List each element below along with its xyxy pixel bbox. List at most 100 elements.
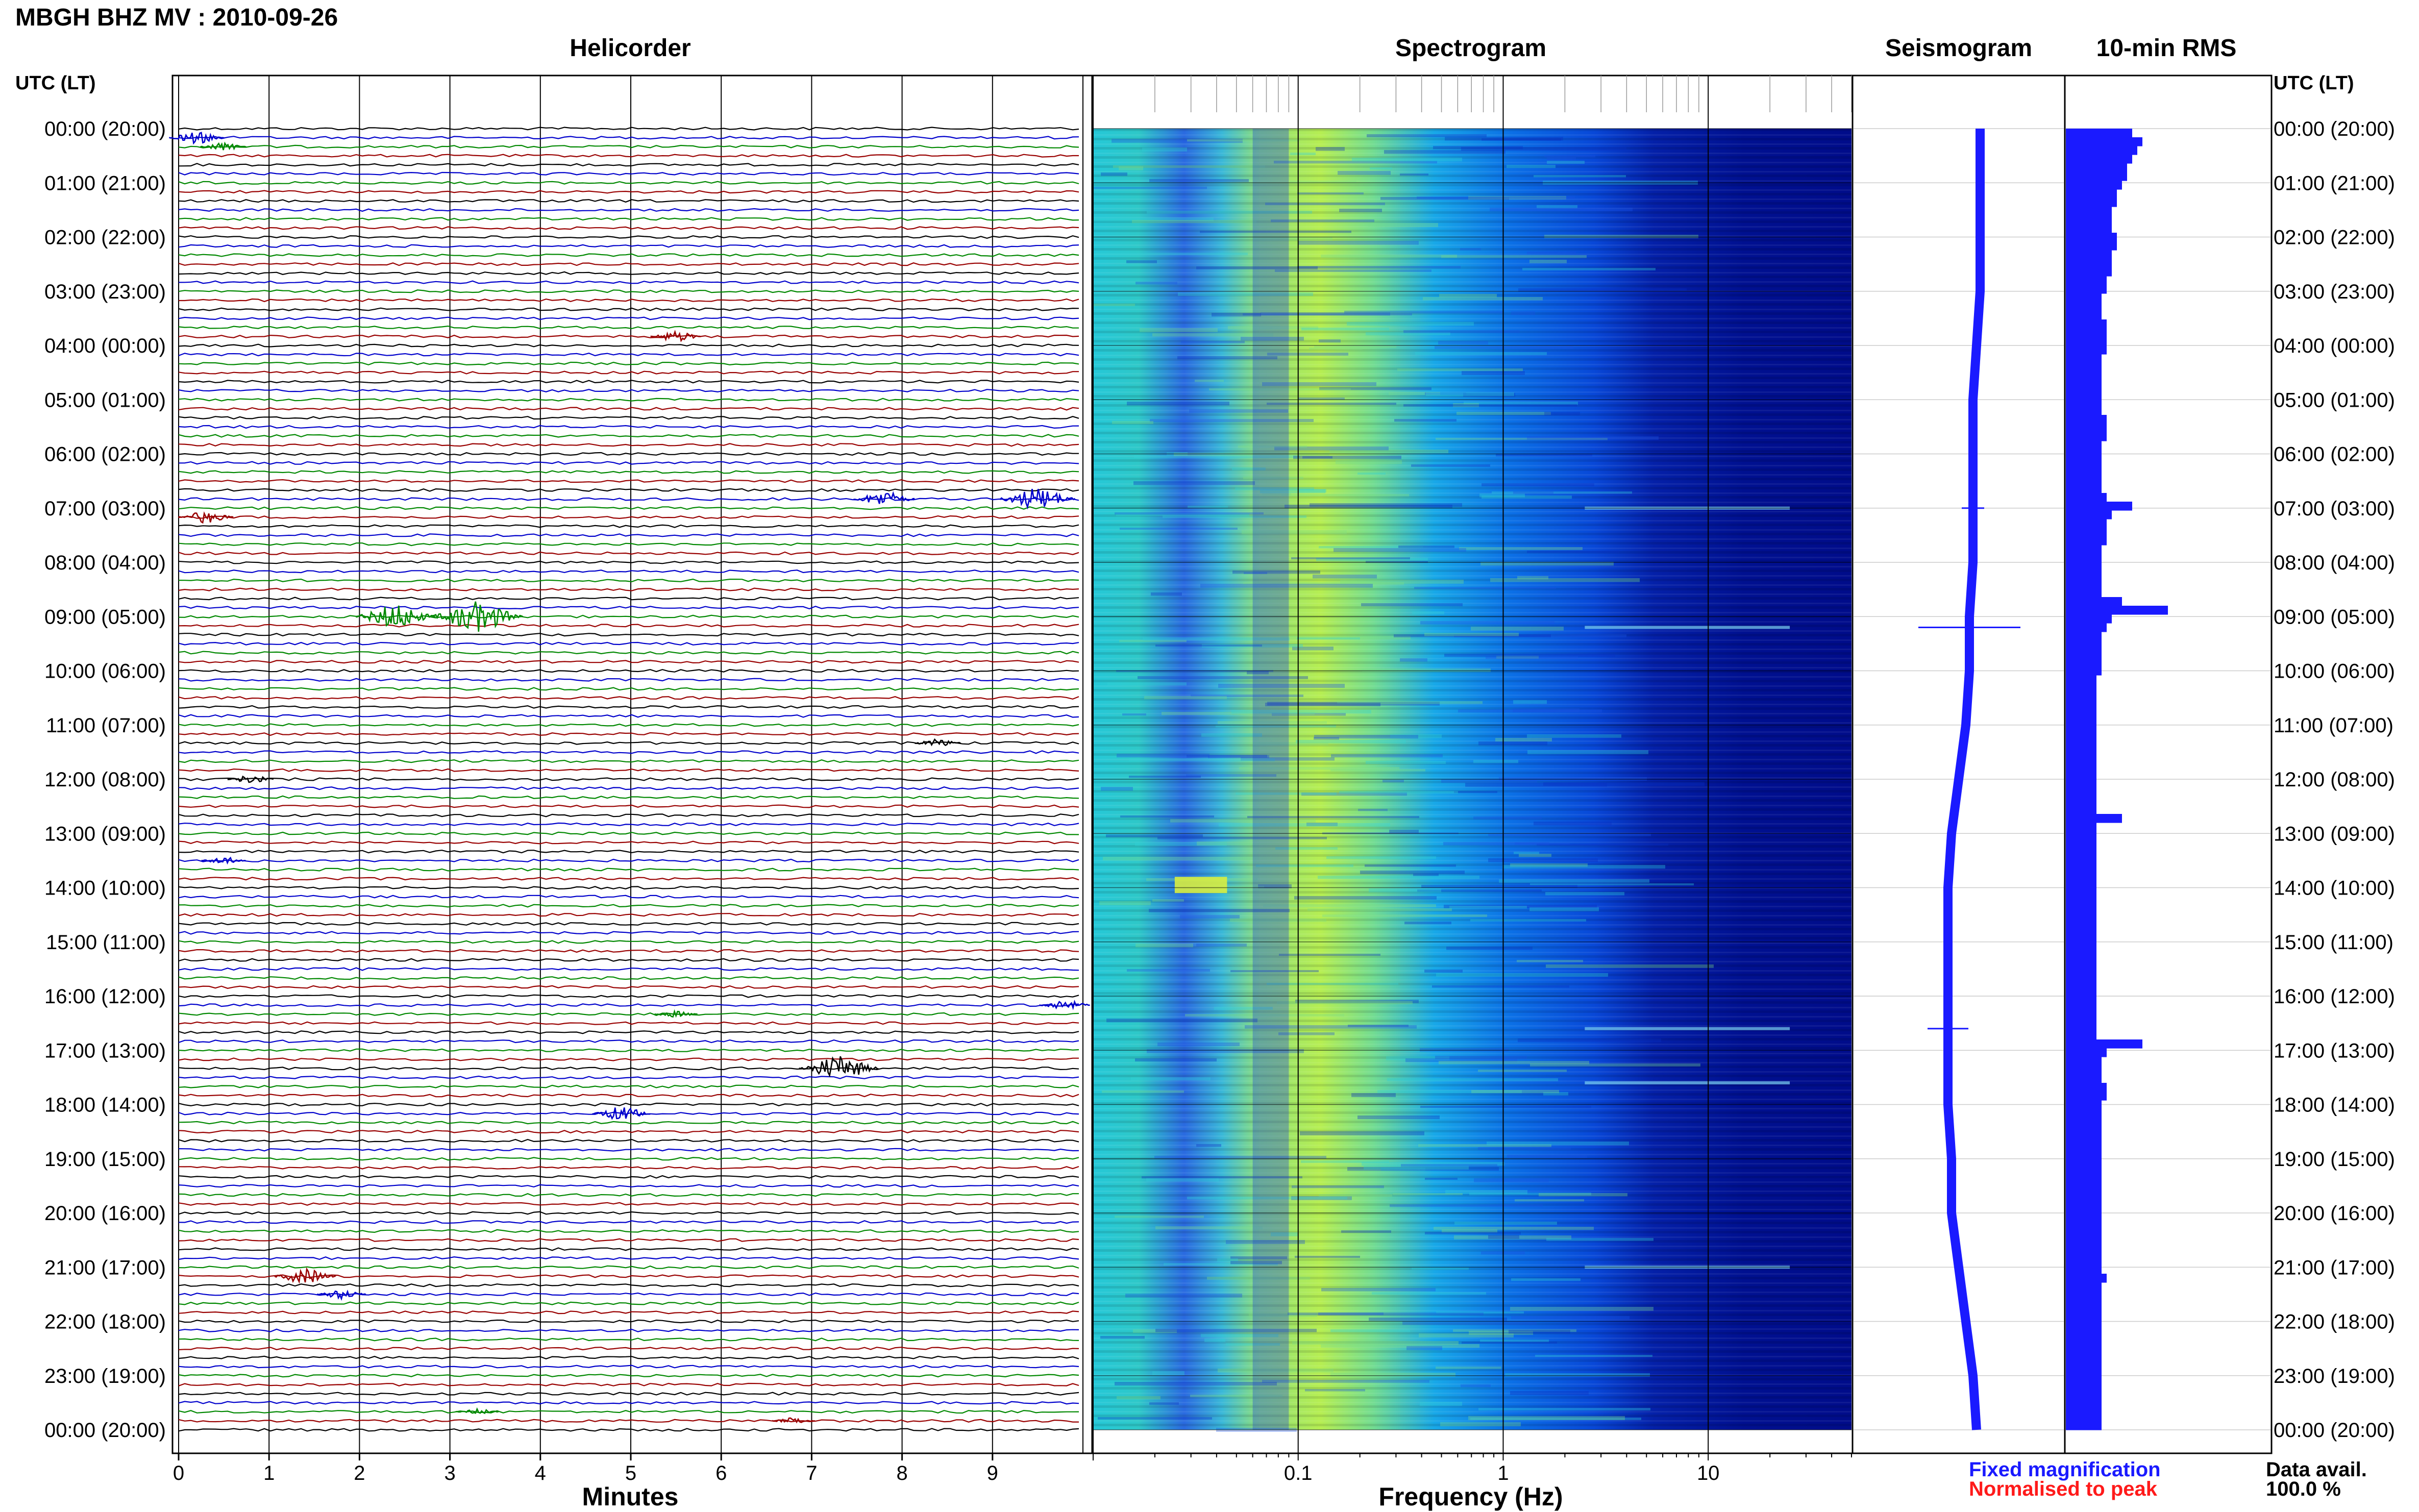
spectrogram-streak (1177, 356, 1277, 360)
spectrogram-streak (1387, 1078, 1558, 1081)
spectrogram-streak (1507, 1155, 1587, 1158)
rms-bar (2066, 1196, 2102, 1205)
spectrogram-streak (1453, 1329, 1576, 1332)
spectrogram-streak (1412, 1268, 1469, 1270)
spectrogram-streak (1094, 217, 1214, 221)
rms-bar (2066, 588, 2102, 598)
spectrogram-streak (1200, 231, 1351, 233)
helicorder-event (772, 1417, 816, 1424)
spectrogram-streak (1292, 1341, 1459, 1345)
rms-bar (2066, 285, 2107, 294)
time-label-left: 19:00 (15:00) (44, 1148, 166, 1171)
spectrogram-streak (1186, 774, 1276, 777)
spectrogram-streak (1256, 864, 1353, 867)
spectrogram-streak (1301, 328, 1389, 331)
spectrogram-streak (1262, 1380, 1429, 1383)
helicorder-trace (178, 668, 1079, 673)
spectrogram-streak (1294, 896, 1437, 900)
spectrogram-streak (1302, 456, 1332, 459)
spectrogram-streak (1400, 173, 1428, 176)
helicorder-trace (178, 1175, 1079, 1179)
spectrogram-streak (1454, 791, 1497, 794)
spectrogram-streak (1115, 1382, 1277, 1386)
spectrogram-streak (1361, 603, 1463, 606)
helicorder-trace (178, 1265, 1079, 1269)
time-label-left: 16:00 (12:00) (44, 985, 166, 1008)
spectrogram-streak (1468, 196, 1566, 200)
helicorder-frame (171, 75, 1093, 1454)
spectrogram-streak (1150, 419, 1314, 423)
helicorder-trace (178, 931, 1079, 935)
spectrogram-streak (1242, 530, 1347, 534)
spectrogram-streak (1366, 332, 1450, 336)
spectrogram-streak (1281, 494, 1409, 497)
seismogram-title: Seismogram (1885, 35, 2032, 62)
spectrogram-streak (1369, 1318, 1507, 1321)
time-label-right: 20:00 (16:00) (2274, 1202, 2395, 1225)
time-label-right: 22:00 (18:00) (2274, 1311, 2395, 1333)
spectrogram-streak (1384, 150, 1505, 154)
spectrogram-streak (1515, 1199, 1584, 1202)
rms-bar (2066, 1083, 2107, 1092)
spectrogram-streak (1470, 1418, 1641, 1420)
spectrogram-streak (1461, 147, 1626, 151)
time-label-left: 12:00 (08:00) (44, 769, 166, 791)
spectrogram-streak (1319, 387, 1431, 390)
time-label-right: 14:00 (10:00) (2274, 877, 2395, 900)
spectrogram-title: Spectrogram (1395, 35, 1546, 62)
time-label-right: 05:00 (01:00) (2274, 389, 2395, 411)
spectrogram-streak (1511, 1278, 1581, 1281)
spectrogram-streak (1154, 1156, 1326, 1159)
rms-bar (2066, 319, 2107, 329)
spectrogram-tick-label: 1 (1497, 1462, 1509, 1484)
spectrogram-streak (1319, 546, 1423, 549)
spectrogram-streak (1305, 1389, 1365, 1392)
utc-label-left: UTC (LT) (15, 72, 96, 94)
spectrogram-streak (1318, 876, 1479, 879)
spectrogram-streak (1530, 1063, 1700, 1067)
spectrogram-streak (1155, 645, 1262, 647)
helicorder-trace (178, 199, 1079, 203)
helicorder-trace (178, 822, 1079, 827)
spectrogram-streak (1436, 1311, 1524, 1314)
spectrogram-streak (1400, 658, 1427, 662)
spectrogram-streak (1132, 220, 1256, 224)
helicorder-trace (178, 1111, 1079, 1116)
helicorder-trace (178, 678, 1079, 682)
helicorder-trace (178, 597, 1079, 601)
time-label-left: 03:00 (23:00) (44, 281, 166, 303)
time-label-right: 07:00 (03:00) (2274, 498, 2395, 520)
rms-bar (2066, 875, 2096, 884)
helicorder-trace (178, 506, 1079, 510)
rms-bar (2066, 580, 2102, 589)
helicorder-trace (178, 813, 1079, 817)
helicorder-trace (178, 380, 1079, 384)
rms-bar (2066, 1187, 2102, 1196)
helicorder-trace (178, 144, 1079, 149)
spectrogram-streak (1197, 841, 1252, 846)
spectrogram-streak (1420, 621, 1554, 625)
rms-bar (2066, 1326, 2102, 1335)
spectrogram-streak (1534, 822, 1612, 826)
spectrogram-streak (1366, 761, 1446, 764)
spectrogram-streak (1527, 551, 1619, 553)
time-label-right: 18:00 (14:00) (2274, 1094, 2395, 1117)
rms-bar (2066, 684, 2096, 693)
rms-bar (2066, 528, 2107, 537)
rms-bar (2066, 1204, 2102, 1213)
helicorder-trace (178, 904, 1079, 908)
spectrogram-streak (1425, 392, 1466, 395)
helicorder-tick-label: 7 (806, 1462, 817, 1484)
rms-bar (2066, 623, 2107, 632)
helicorder-event (799, 1056, 879, 1078)
spectrogram-streak (1279, 954, 1380, 956)
rms-bar (2066, 866, 2096, 875)
helicorder-trace (178, 569, 1079, 574)
spectrogram-streak (1162, 712, 1315, 715)
helicorder-trace (178, 1382, 1079, 1387)
helicorder-trace (178, 1337, 1079, 1342)
spectrogram-tick-label: 10 (1697, 1462, 1720, 1484)
helicorder-tick-label: 1 (263, 1462, 275, 1484)
helicorder-trace (178, 1039, 1079, 1044)
spectrogram-streak (1515, 842, 1570, 845)
